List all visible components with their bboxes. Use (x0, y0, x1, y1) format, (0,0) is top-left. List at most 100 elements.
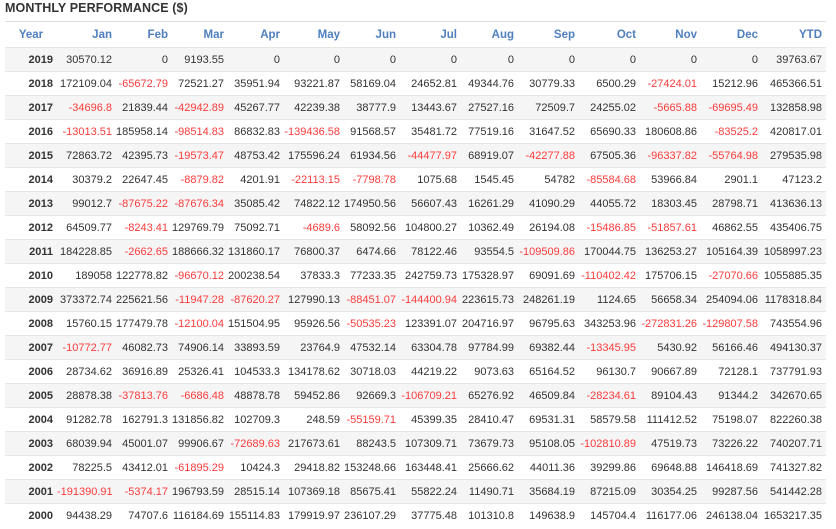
value-cell-jul: 104800.27 (400, 215, 461, 240)
year-cell: 2002 (5, 455, 57, 480)
column-header-jun[interactable]: Jun (375, 29, 396, 41)
value-cell-sep: 41090.29 (518, 191, 579, 216)
value-cell-jan: 30570.12 (57, 47, 116, 72)
value-cell-apr: -87620.27 (228, 287, 284, 312)
value-cell-jun: 58092.56 (344, 215, 400, 240)
value-cell-oct: -15486.85 (579, 215, 640, 240)
value-cell-jan: -191390.91 (57, 479, 116, 504)
column-header-aug[interactable]: Aug (491, 29, 514, 41)
value-cell-sep: 54782 (518, 167, 579, 192)
value-cell-jun: 6474.66 (344, 239, 400, 264)
value-cell-feb: -5374.17 (116, 479, 172, 504)
value-cell-oct: 58579.58 (579, 407, 640, 432)
column-header-nov[interactable]: Nov (675, 29, 697, 41)
value-cell-apr: 131860.17 (228, 239, 284, 264)
column-header-jul[interactable]: Jul (440, 29, 457, 41)
value-cell-jul: -144400.94 (400, 287, 461, 312)
value-cell-nov: 175706.15 (640, 263, 701, 288)
column-header-mar[interactable]: Mar (203, 29, 224, 41)
title-divider (5, 21, 826, 22)
value-cell-ytd: 132858.98 (762, 95, 826, 120)
page-title: MONTHLY PERFORMANCE ($) (5, 1, 188, 15)
value-cell-dec: 72128.1 (701, 359, 762, 384)
value-cell-nov: -27424.01 (640, 71, 701, 96)
value-cell-jun: 38777.9 (344, 95, 400, 120)
value-cell-nov: 116177.06 (640, 503, 701, 527)
value-cell-oct: 24255.02 (579, 95, 640, 120)
value-cell-apr: 48878.78 (228, 383, 284, 408)
value-cell-nov: 90667.89 (640, 359, 701, 384)
table-row: 2011 184228.85 -2662.65 188666.32 131860.17 7… (5, 239, 826, 264)
value-cell-jan: -13013.51 (57, 119, 116, 144)
value-cell-apr: 155114.83 (228, 503, 284, 527)
column-header-year[interactable]: Year (18, 29, 44, 41)
value-cell-oct: -110402.42 (579, 263, 640, 288)
value-cell-may: 23764.9 (284, 335, 344, 360)
year-cell: 2012 (5, 215, 57, 240)
column-header-jan[interactable]: Jan (92, 29, 112, 41)
value-cell-may: 74822.12 (284, 191, 344, 216)
year-cell: 2013 (5, 191, 57, 216)
year-cell: 2001 (5, 479, 57, 504)
value-cell-apr: 28515.14 (228, 479, 284, 504)
value-cell-nov: 53966.84 (640, 167, 701, 192)
year-cell: 2006 (5, 359, 57, 384)
value-cell-sep: 26194.08 (518, 215, 579, 240)
value-cell-dec: -83525.2 (701, 119, 762, 144)
column-header-feb[interactable]: Feb (147, 29, 168, 41)
value-cell-mar: -12100.04 (172, 311, 228, 336)
value-cell-ytd: 47123.2 (762, 167, 826, 192)
value-cell-aug: 77519.16 (461, 119, 518, 144)
value-cell-mar: -98514.83 (172, 119, 228, 144)
value-cell-sep: 31647.52 (518, 119, 579, 144)
year-cell: 2017 (5, 95, 57, 120)
value-cell-sep: 69531.31 (518, 407, 579, 432)
table-row: 2007 -10772.77 46082.73 74906.14 33893.59 237… (5, 335, 826, 360)
value-cell-aug: 9073.63 (461, 359, 518, 384)
value-cell-ytd: 420817.01 (762, 119, 826, 144)
value-cell-mar: -8879.82 (172, 167, 228, 192)
value-cell-oct: -85584.68 (579, 167, 640, 192)
value-cell-jan: 72863.72 (57, 143, 116, 168)
value-cell-may: 95926.56 (284, 311, 344, 336)
value-cell-nov: -272831.26 (640, 311, 701, 336)
value-cell-may: 59452.86 (284, 383, 344, 408)
value-cell-nov: 136253.27 (640, 239, 701, 264)
value-cell-jun: -50535.23 (344, 311, 400, 336)
value-cell-dec: 91344.2 (701, 383, 762, 408)
value-cell-dec: 146418.69 (701, 455, 762, 480)
value-cell-nov: 5430.92 (640, 335, 701, 360)
column-header-apr[interactable]: Apr (260, 29, 280, 41)
value-cell-apr: 86832.83 (228, 119, 284, 144)
value-cell-aug: 68919.07 (461, 143, 518, 168)
column-header-ytd[interactable]: YTD (799, 29, 822, 41)
value-cell-jun: 92669.3 (344, 383, 400, 408)
value-cell-may: -22113.15 (284, 167, 344, 192)
column-header-sep[interactable]: Sep (553, 29, 575, 41)
value-cell-dec: 2901.1 (701, 167, 762, 192)
value-cell-ytd: 1058997.23 (762, 239, 826, 264)
column-header-dec[interactable]: Dec (736, 29, 758, 41)
value-cell-jan: 184228.85 (57, 239, 116, 264)
table-row: 2016 -13013.51 185958.14 -98514.83 86832.83-… (5, 119, 826, 144)
value-cell-apr: 151504.95 (228, 311, 284, 336)
table-row: 2008 15760.15 177479.78 -12100.04 151504.95 9… (5, 311, 826, 336)
value-cell-jun: 61934.56 (344, 143, 400, 168)
value-cell-oct: -13345.95 (579, 335, 640, 360)
column-header-may[interactable]: May (317, 29, 340, 41)
value-cell-oct: 39299.86 (579, 455, 640, 480)
table-row: 2009 373372.74 225621.56 -11947.28 -87620.27… (5, 287, 826, 312)
value-cell-jun: -7798.78 (344, 167, 400, 192)
value-cell-sep: 46509.84 (518, 383, 579, 408)
value-cell-feb: 21839.44 (116, 95, 172, 120)
value-cell-oct: 1124.65 (579, 287, 640, 312)
value-cell-oct: -28234.61 (579, 383, 640, 408)
value-cell-feb: 46082.73 (116, 335, 172, 360)
table-row: 2018 172109.04 -65672.79 72521.27 35951.94 93… (5, 71, 826, 96)
year-cell: 2018 (5, 71, 57, 96)
value-cell-mar: 9193.55 (172, 47, 228, 72)
value-cell-mar: -61895.29 (172, 455, 228, 480)
value-cell-jan: 78225.5 (57, 455, 116, 480)
column-header-oct[interactable]: Oct (616, 29, 636, 41)
value-cell-apr: 10424.3 (228, 455, 284, 480)
